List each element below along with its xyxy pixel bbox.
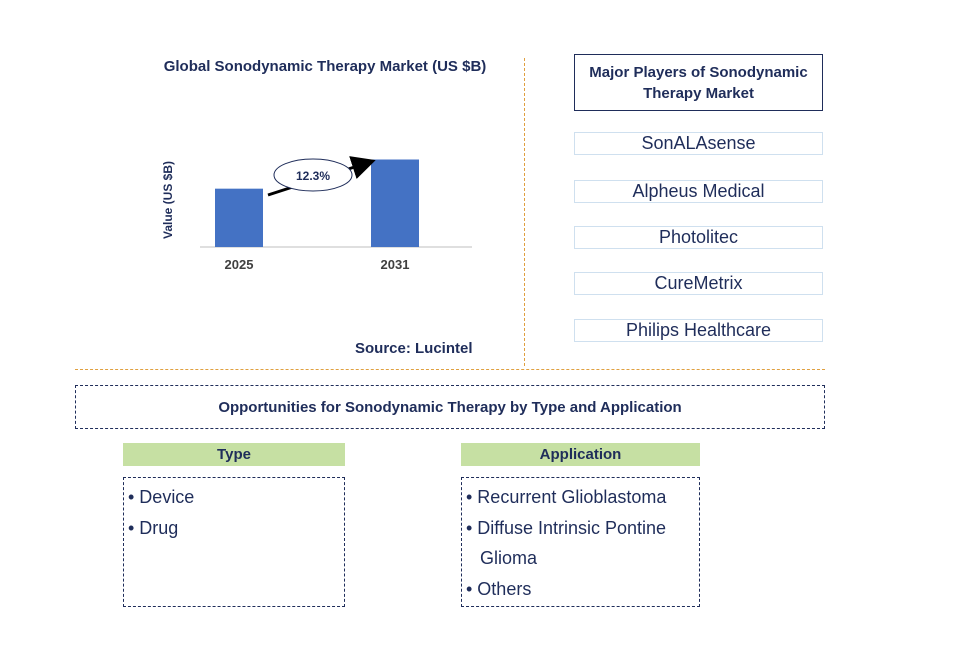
list-item: • Recurrent Glioblastoma	[466, 487, 667, 507]
list-item: • Others	[466, 578, 532, 599]
player-item: Philips Healthcare	[574, 319, 823, 342]
player-item: CureMetrix	[574, 272, 823, 295]
cagr-label: 12.3%	[296, 169, 330, 183]
bar-2031	[371, 159, 419, 247]
opportunities-title: Opportunities for Sonodynamic Therapy by…	[75, 385, 825, 429]
y-axis-label: Value (US $B)	[161, 161, 175, 239]
application-list: • Recurrent Glioblastoma • Diffuse Intri…	[461, 477, 700, 607]
type-list: • Device • Drug	[123, 477, 345, 607]
player-item: Photolitec	[574, 226, 823, 249]
vertical-divider	[524, 58, 525, 366]
list-item: • Device	[128, 487, 195, 507]
chart-title: Global Sonodynamic Therapy Market (US $B…	[163, 58, 487, 75]
list-item: • Diffuse Intrinsic Pontine	[466, 517, 667, 538]
type-header: Type	[123, 443, 345, 466]
player-item: Alpheus Medical	[574, 180, 823, 203]
player-item: SonALAsense	[574, 132, 823, 155]
list-item: Glioma	[480, 548, 538, 568]
bar-2025	[215, 188, 263, 247]
horizontal-divider	[75, 369, 825, 370]
players-title: Major Players of Sonodynamic Therapy Mar…	[574, 54, 823, 111]
cagr-bubble	[273, 158, 353, 192]
x-tick-label: 2031	[381, 257, 410, 272]
bar-chart: Value (US $B) 2025 2031 12.3%	[161, 156, 472, 272]
x-tick-label: 2025	[225, 257, 254, 272]
list-item: • Drug	[128, 517, 179, 538]
application-header: Application	[461, 443, 700, 466]
source-label: Source: Lucintel	[355, 340, 473, 357]
